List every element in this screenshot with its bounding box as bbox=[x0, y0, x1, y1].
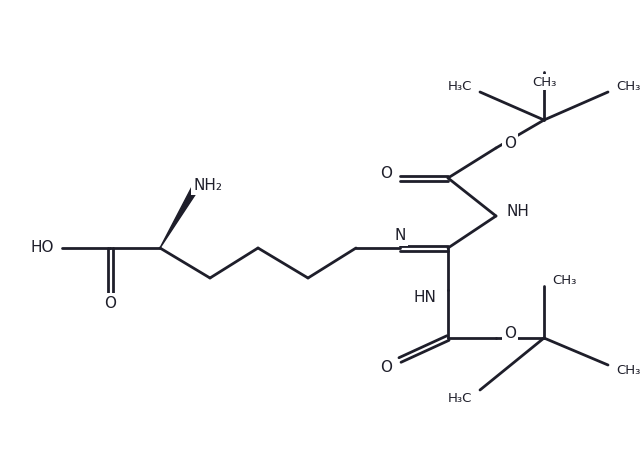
Text: CH₃: CH₃ bbox=[552, 274, 577, 288]
Text: O: O bbox=[104, 296, 116, 311]
Text: O: O bbox=[380, 165, 392, 180]
Text: HO: HO bbox=[31, 241, 54, 256]
Text: HN: HN bbox=[413, 290, 436, 306]
Text: CH₃: CH₃ bbox=[616, 363, 640, 376]
Text: NH: NH bbox=[506, 204, 529, 219]
Text: H₃C: H₃C bbox=[447, 80, 472, 94]
Text: CH₃: CH₃ bbox=[532, 76, 556, 88]
Text: CH₃: CH₃ bbox=[616, 80, 640, 94]
Text: NH₂: NH₂ bbox=[193, 178, 223, 193]
Text: O: O bbox=[380, 360, 392, 376]
Text: O: O bbox=[504, 135, 516, 150]
Text: H₃C: H₃C bbox=[447, 392, 472, 405]
Polygon shape bbox=[160, 178, 204, 248]
Text: N: N bbox=[394, 228, 406, 243]
Text: O: O bbox=[504, 326, 516, 340]
